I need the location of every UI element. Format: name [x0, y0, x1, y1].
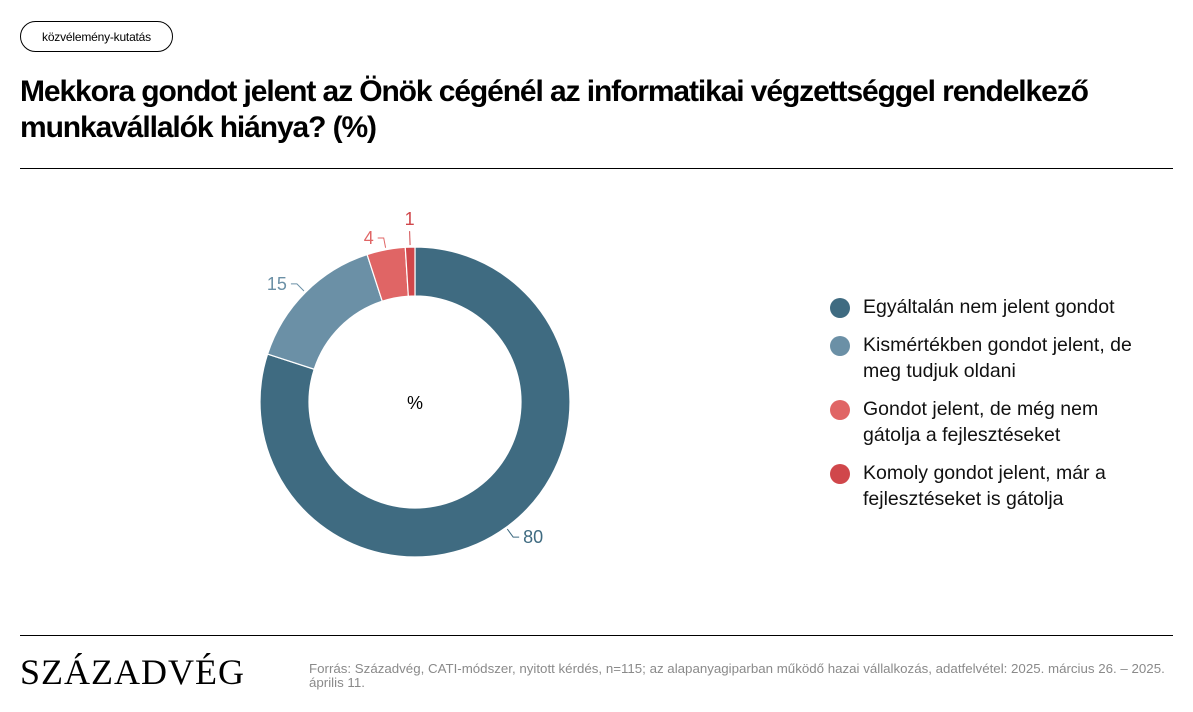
legend-item-1: Egyáltalán nem jelent gondot [830, 294, 1160, 320]
legend-item-4: Komoly gondot jelent, már a fejlesztések… [830, 460, 1160, 512]
legend-label-1: Egyáltalán nem jelent gondot [863, 296, 1115, 318]
legend-item-3: Gondot jelent, de még nem gátolja a fejl… [830, 396, 1160, 448]
slice-leader-line-1 [506, 528, 520, 538]
header-divider [20, 168, 1173, 169]
donut-slice-1 [259, 246, 571, 558]
legend-label-4: Komoly gondot jelent, már a fejlesztések… [863, 462, 1106, 510]
legend-swatch-2 [830, 336, 850, 356]
legend-label-2: Kismértékben gondot jelent, de meg tudju… [863, 334, 1132, 382]
source-note: Forrás: Századvég, CATI-módszer, nyitott… [309, 661, 1165, 690]
category-tag: közvélemény-kutatás [20, 21, 173, 52]
footer-divider [20, 635, 1173, 636]
legend-swatch-1 [830, 298, 850, 318]
slice-leader-line-3 [377, 237, 387, 248]
donut-slice-4 [404, 246, 416, 297]
slice-value-label-2: 15 [267, 274, 287, 294]
slice-value-label-4: 1 [405, 209, 415, 229]
legend-label-3: Gondot jelent, de még nem gátolja a fejl… [863, 398, 1099, 446]
legend-swatch-4 [830, 464, 850, 484]
legend-item-2: Kismértékben gondot jelent, de meg tudju… [830, 332, 1160, 384]
brand-logo: SZÁZADVÉG [20, 652, 245, 692]
chart-title: Mekkora gondot jelent az Önök cégénél az… [20, 75, 1089, 144]
slice-value-label-1: 80 [523, 527, 543, 547]
legend-swatch-3 [830, 400, 850, 420]
slice-leader-line-2 [290, 283, 305, 292]
chart-legend: Egyáltalán nem jelent gondot Kismértékben… [830, 294, 1160, 512]
donut-slice-2 [266, 253, 383, 370]
donut-center-label: % [407, 393, 423, 413]
slice-value-label-3: 4 [364, 228, 374, 248]
